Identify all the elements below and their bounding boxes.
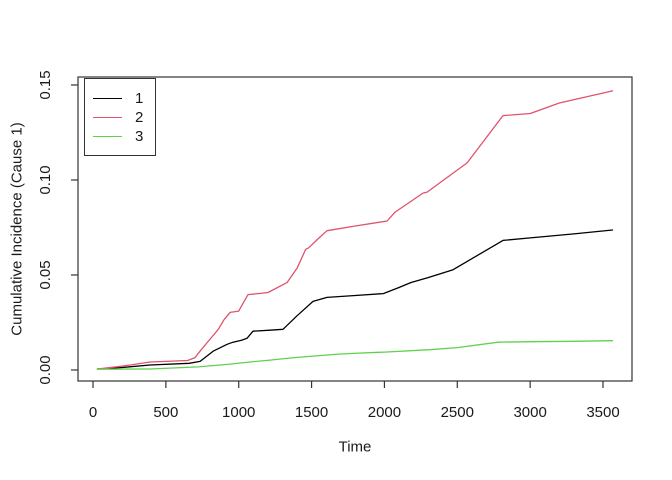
legend-line-series-3 bbox=[93, 135, 122, 137]
legend-entry-3: 3 bbox=[93, 129, 155, 144]
y-tick-label: 0.05 bbox=[37, 260, 54, 289]
x-axis-title: Time bbox=[338, 438, 372, 456]
legend-entry-2: 2 bbox=[93, 110, 155, 125]
series-line-2 bbox=[96, 90, 614, 370]
y-axis-title: Cumulative Incidence (Cause 1) bbox=[8, 122, 26, 336]
legend-label-series-3: 3 bbox=[135, 127, 144, 145]
plot-border bbox=[77, 76, 633, 382]
legend-box: 1 2 3 bbox=[84, 78, 156, 156]
legend-line-series-2 bbox=[93, 116, 122, 118]
y-tick-label: 0.10 bbox=[37, 165, 54, 194]
legend-label-series-2: 2 bbox=[135, 108, 144, 126]
x-tick-label: 1500 bbox=[295, 404, 328, 421]
x-tick-label: 0 bbox=[89, 404, 97, 421]
legend-entry-1: 1 bbox=[93, 91, 155, 106]
x-tick-label: 3500 bbox=[586, 404, 619, 421]
series-line-1 bbox=[96, 229, 614, 370]
y-tick-label: 0.15 bbox=[37, 70, 54, 99]
legend-label-series-1: 1 bbox=[135, 89, 144, 107]
x-tick-label: 3000 bbox=[513, 404, 546, 421]
series-lines bbox=[96, 90, 614, 370]
y-axis: 0.00 0.05 0.10 0.15 bbox=[37, 70, 78, 385]
series-line-3 bbox=[96, 340, 614, 370]
legend-line-series-1 bbox=[93, 97, 122, 99]
y-tick-label: 0.00 bbox=[37, 355, 54, 384]
x-tick-label: 1000 bbox=[222, 404, 255, 421]
x-tick-label: 2500 bbox=[441, 404, 474, 421]
x-tick-label: 2000 bbox=[368, 404, 401, 421]
x-tick-label: 500 bbox=[153, 404, 178, 421]
x-axis: 0 500 1000 1500 2000 2500 3000 3500 bbox=[89, 381, 620, 421]
